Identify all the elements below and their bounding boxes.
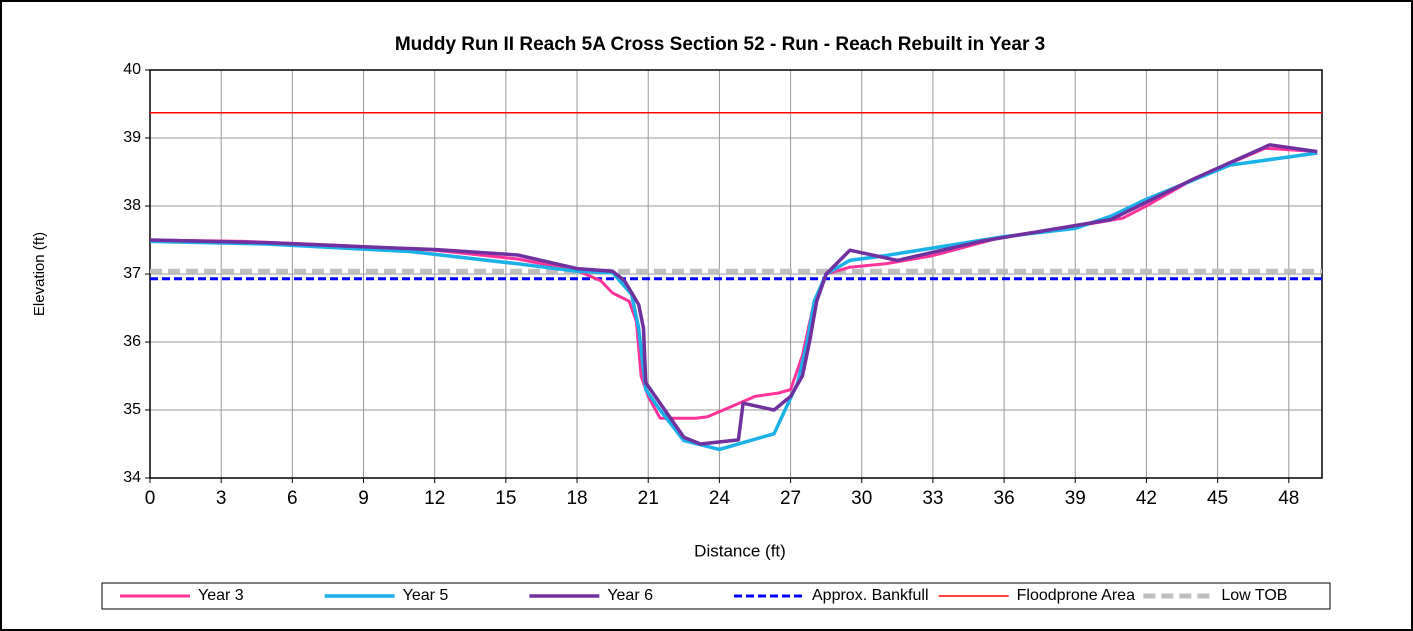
y-tick-label: 38: [123, 197, 141, 214]
x-tick-label: 9: [358, 488, 369, 509]
x-tick-label: 24: [709, 488, 731, 509]
y-tick-label: 37: [123, 265, 141, 282]
y-tick-label: 34: [123, 469, 141, 486]
x-tick-label: 33: [922, 488, 943, 509]
x-tick-label: 18: [566, 488, 587, 509]
y-tick-label: 40: [123, 61, 141, 78]
series-line: [149, 151, 1318, 452]
x-tick-label: 48: [1278, 488, 1299, 509]
x-tick-label: 15: [495, 488, 516, 509]
x-tick-label: 39: [1065, 488, 1086, 509]
x-tick-label: 42: [1136, 488, 1157, 509]
plot-area: [149, 69, 1323, 479]
y-axis-label: Elevation (ft): [31, 232, 48, 316]
x-tick-label: 36: [994, 488, 1015, 509]
chart-title: Muddy Run II Reach 5A Cross Section 52 -…: [395, 34, 1045, 55]
y-tick-label: 35: [123, 401, 141, 418]
legend-label: Year 3: [198, 587, 244, 604]
legend-label: Year 5: [403, 587, 449, 604]
x-tick-label: 45: [1207, 488, 1228, 509]
x-tick-label: 0: [145, 488, 156, 509]
legend-box: [101, 582, 1331, 610]
y-tick-label: 36: [123, 333, 141, 350]
legend-label: Floodprone Area: [1017, 587, 1135, 604]
x-axis-label: Distance (ft): [694, 541, 786, 560]
x-tick-label: 27: [780, 488, 801, 509]
legend-label: Low TOB: [1221, 587, 1287, 604]
x-tick-label: 12: [424, 488, 445, 509]
legend-label: Approx. Bankfull: [812, 587, 929, 604]
x-tick-label: 6: [287, 488, 298, 509]
series-line: [149, 143, 1318, 446]
y-tick-label: 39: [123, 129, 141, 146]
x-tick-label: 30: [851, 488, 872, 509]
x-tick-label: 3: [216, 488, 227, 509]
legend-label: Year 6: [607, 587, 653, 604]
x-tick-label: 21: [638, 488, 659, 509]
